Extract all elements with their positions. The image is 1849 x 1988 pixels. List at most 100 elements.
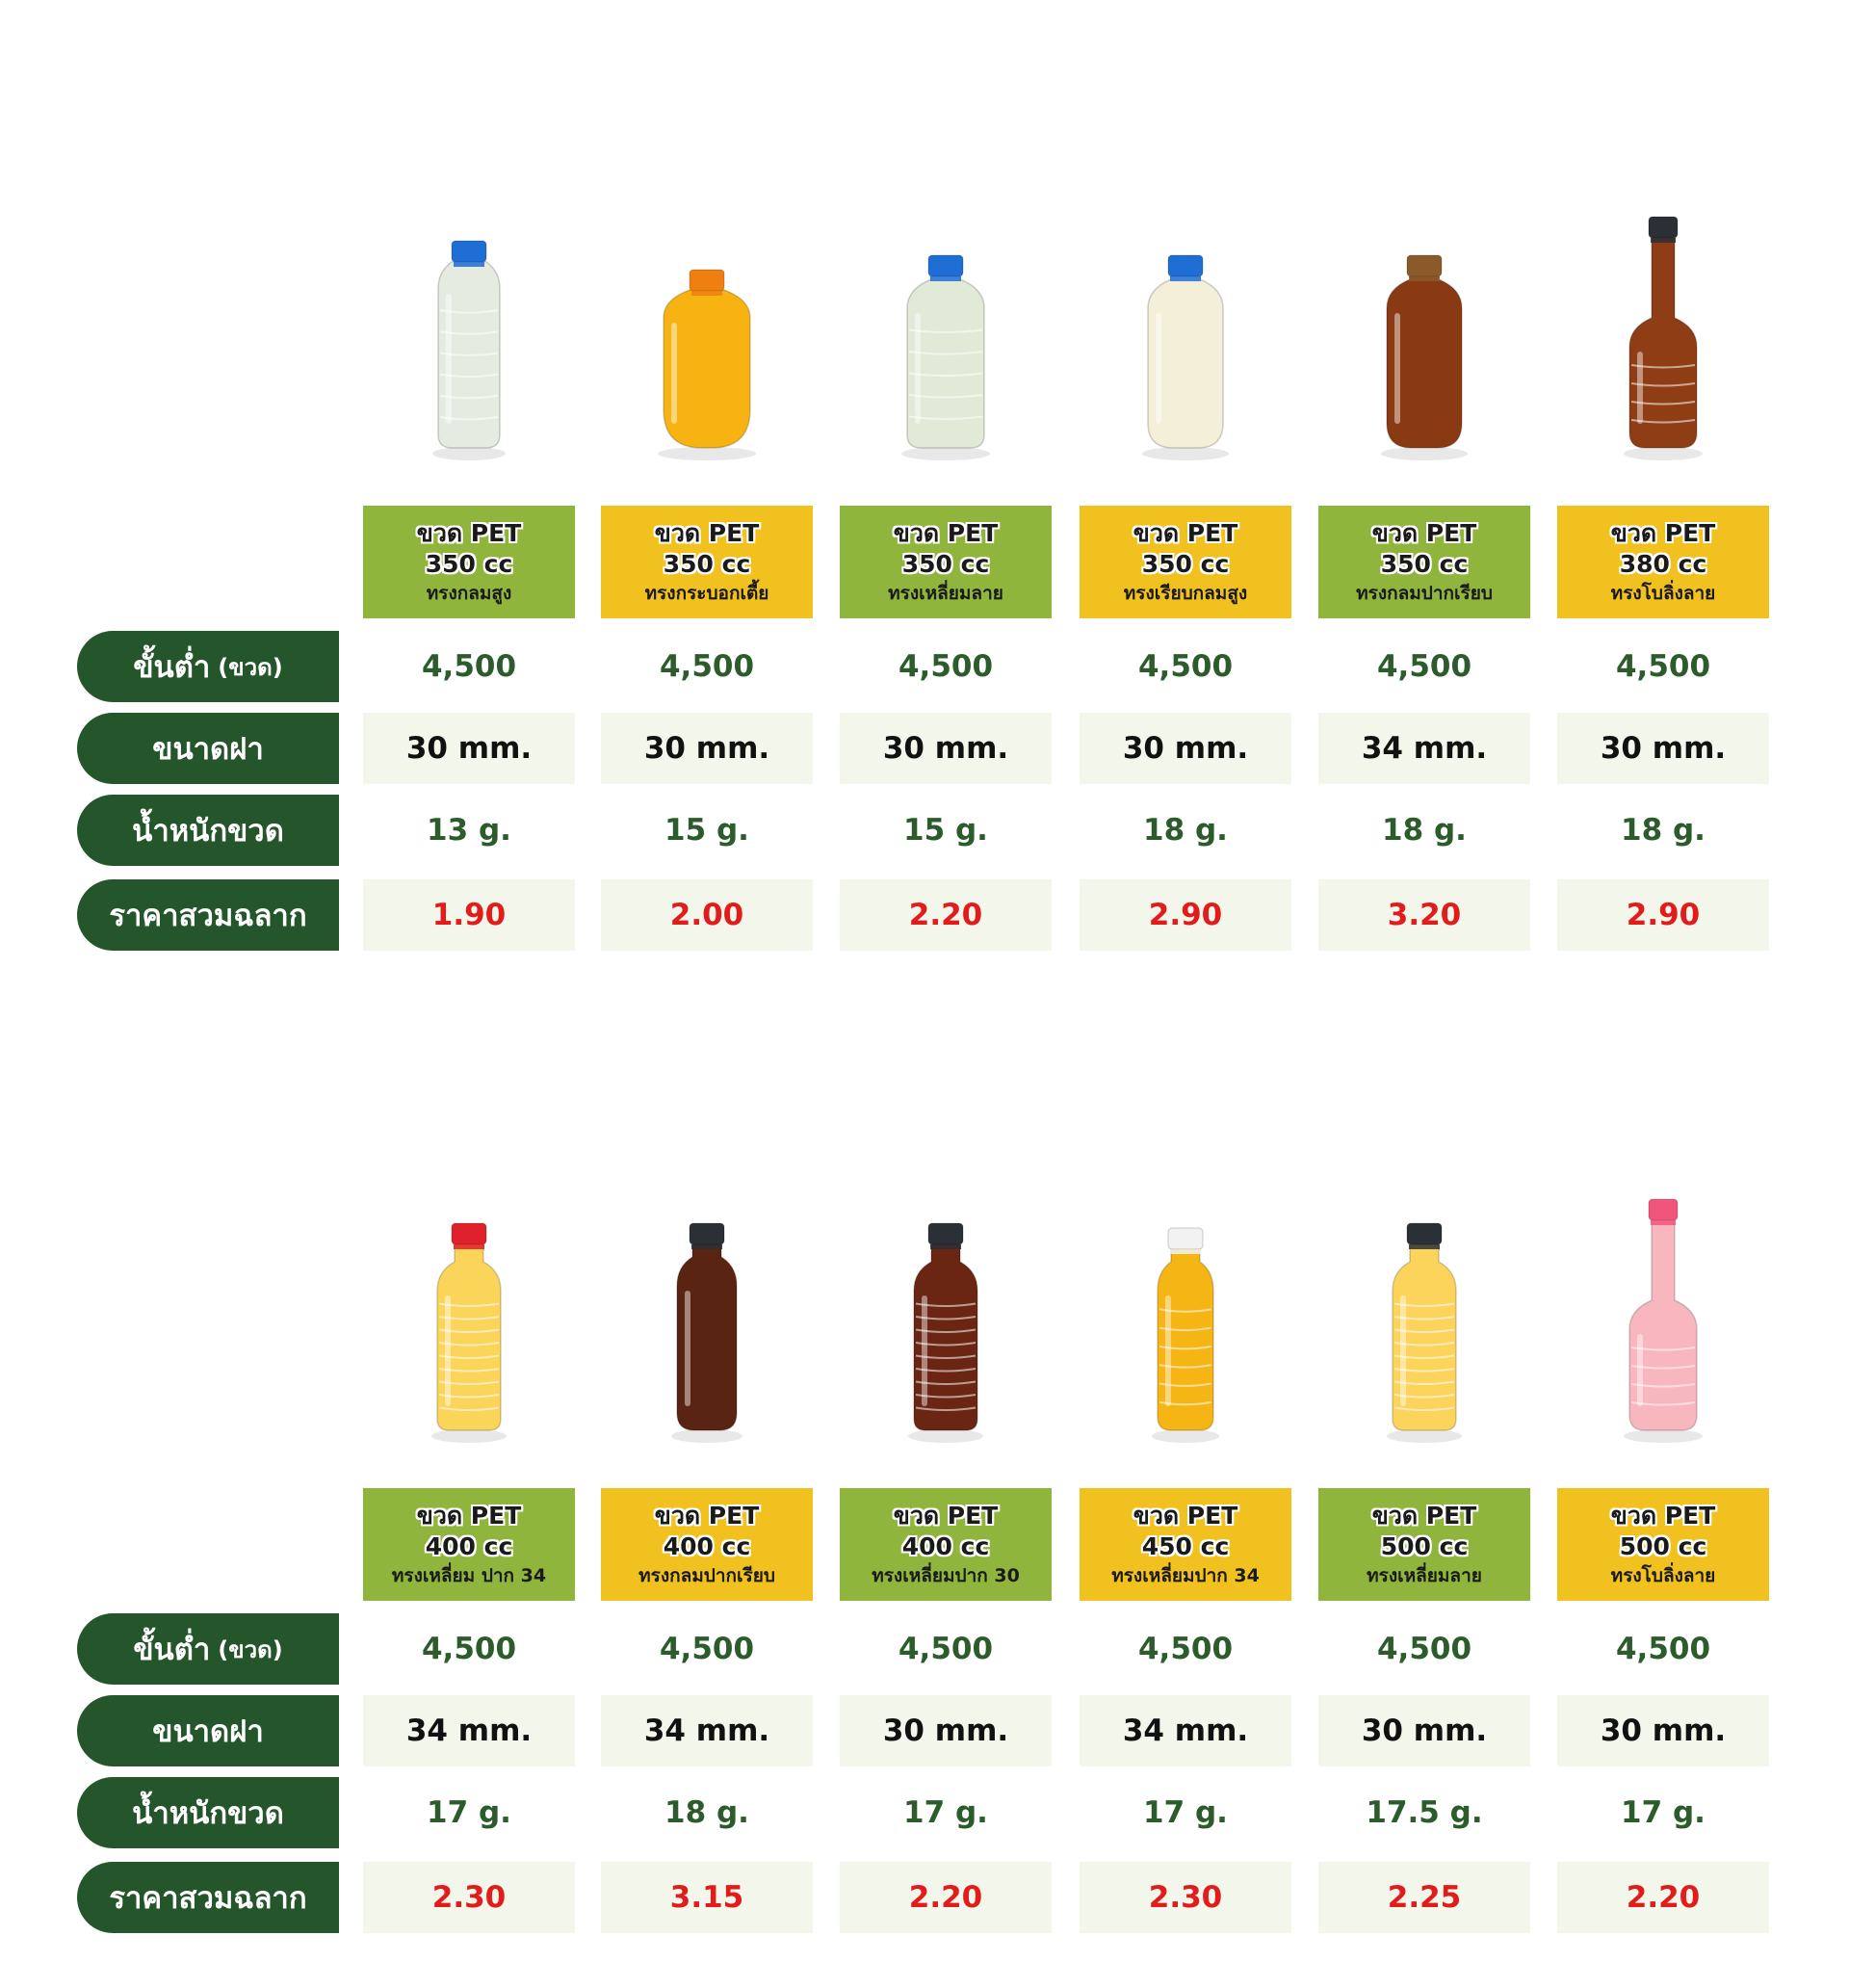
product-shape: ทรงเรียบกลมสูง <box>1123 582 1248 604</box>
bottle-weight-value: 17 g. <box>1143 1795 1228 1830</box>
price-label-text: ราคาสวมฉลาก <box>109 899 307 933</box>
product-shape: ทรงโบลิ่งลาย <box>1610 1564 1716 1586</box>
product-shape: ทรงเหลี่ยมลาย <box>1367 1564 1482 1586</box>
cap-size-value: 34 mm. <box>1318 713 1530 784</box>
price-value: 2.30 <box>1080 1862 1291 1933</box>
bottle-weight-value: 18 g. <box>664 1795 749 1830</box>
product-volume: 400 cc <box>425 1531 513 1560</box>
bottle-weight-value: 17 g. <box>1621 1795 1706 1830</box>
price-label: ราคาสวมฉลาก <box>77 1862 339 1933</box>
bottle-images <box>0 216 1849 549</box>
bottle-weight-value: 18 g. <box>1621 813 1706 848</box>
price-label-text: ราคาสวมฉลาก <box>109 1881 307 1916</box>
product-shape: ทรงเหลี่ยมลาย <box>888 582 1003 604</box>
min-order-label: ขั้นต่ำ (ขวด) <box>77 631 339 702</box>
bottle-illustration <box>432 240 506 460</box>
cap-size-value: 30 mm. <box>1557 713 1769 784</box>
bottle-illustration <box>1152 1227 1219 1443</box>
min-order-unit-text: (ขวด) <box>218 653 283 681</box>
cap-size-value: 30 mm. <box>363 713 575 784</box>
product-header: ขวด PET 350 cc ทรงกลมปากเรียบ <box>1318 506 1530 618</box>
product-volume: 350 cc <box>1380 549 1469 578</box>
bottle-weight-label: น้ำหนักขวด <box>77 795 339 866</box>
price-value: 2.00 <box>601 879 813 951</box>
product-shape: ทรงเหลี่ยม ปาก 34 <box>391 1564 547 1586</box>
product-header: ขวด PET 400 cc ทรงกลมปากเรียบ <box>601 1488 813 1601</box>
product-shape: ทรงเหลี่ยมปาก 30 <box>872 1564 1020 1586</box>
min-order-label: ขั้นต่ำ (ขวด) <box>77 1613 339 1685</box>
bottle-weight-label-text: น้ำหนักขวด <box>132 1796 284 1831</box>
min-order-value: 4,500 <box>1615 1632 1711 1666</box>
bottle-weight-value: 17 g. <box>427 1795 511 1830</box>
product-header: ขวด PET 400 cc ทรงเหลี่ยมปาก 30 <box>840 1488 1052 1601</box>
product-shape: ทรงกลมปากเรียบ <box>1356 582 1493 604</box>
product-volume: 450 cc <box>1141 1531 1230 1560</box>
bottle-illustration <box>1387 1222 1462 1443</box>
min-order-value: 4,500 <box>1137 649 1234 684</box>
product-type: ขวด PET <box>893 518 999 547</box>
bottle-image <box>1318 1185 1530 1512</box>
price-value: 2.20 <box>1557 1862 1769 1933</box>
bottle-illustration <box>671 1222 742 1443</box>
min-order-unit-text: (ขวด) <box>218 1635 283 1663</box>
product-header: ขวด PET 380 cc ทรงโบลิ่งลาย <box>1557 506 1769 618</box>
product-type: ขวด PET <box>1610 518 1716 547</box>
min-order-value: 4,500 <box>659 1632 755 1666</box>
bottle-weight-value: 15 g. <box>903 813 988 848</box>
product-section-2: ขั้นต่ำ (ขวด) ขนาดฝา น้ำหนักขวด ราคาสวมฉลาก ข… <box>0 1198 1849 1936</box>
product-volume: 500 cc <box>1619 1531 1707 1560</box>
bottle-image <box>601 1185 813 1512</box>
price-value: 3.20 <box>1318 879 1530 951</box>
min-order-value: 4,500 <box>421 649 517 684</box>
cap-size-label: ขนาดฝา <box>77 1695 339 1766</box>
cap-size-value: 30 mm. <box>1080 713 1291 784</box>
bottle-illustration <box>901 254 990 460</box>
product-header: ขวด PET 450 cc ทรงเหลี่ยมปาก 34 <box>1080 1488 1291 1601</box>
product-shape: ทรงโบลิ่งลาย <box>1610 582 1716 604</box>
price-value: 2.30 <box>363 1862 575 1933</box>
product-header: ขวด PET 350 cc ทรงกระบอกเตี้ย <box>601 506 813 618</box>
product-volume: 400 cc <box>901 1531 990 1560</box>
price-value: 2.25 <box>1318 1862 1530 1933</box>
bottle-weight-label: น้ำหนักขวด <box>77 1777 339 1848</box>
price-value: 2.20 <box>840 879 1052 951</box>
product-header: ขวด PET 350 cc ทรงกลมสูง <box>363 506 575 618</box>
price-value: 3.15 <box>601 1862 813 1933</box>
cap-size-label: ขนาดฝา <box>77 713 339 784</box>
bottle-illustration <box>1142 254 1229 460</box>
bottle-illustration <box>1381 254 1468 460</box>
bottle-illustration <box>658 269 756 460</box>
bottle-image <box>601 202 813 530</box>
price-value: 1.90 <box>363 879 575 951</box>
product-volume: 350 cc <box>1141 549 1230 578</box>
product-shape: ทรงกลมปากเรียบ <box>638 1564 775 1586</box>
bottle-weight-label-text: น้ำหนักขวด <box>132 814 284 849</box>
bottle-illustration <box>1624 216 1703 460</box>
bottle-weight-value: 18 g. <box>1382 813 1467 848</box>
bottle-image <box>363 1185 575 1512</box>
product-header: ขวด PET 500 cc ทรงเหลี่ยมลาย <box>1318 1488 1530 1601</box>
product-volume: 500 cc <box>1380 1531 1469 1560</box>
bottle-image <box>1080 1185 1291 1512</box>
product-shape: ทรงเหลี่ยมปาก 34 <box>1111 1564 1260 1586</box>
product-shape: ทรงกลมสูง <box>426 582 512 604</box>
product-type: ขวด PET <box>416 518 522 547</box>
bottle-weight-value: 18 g. <box>1143 813 1228 848</box>
cap-size-value: 34 mm. <box>363 1695 575 1766</box>
product-volume: 400 cc <box>663 1531 751 1560</box>
min-order-value: 4,500 <box>1376 1632 1472 1666</box>
cap-size-value: 30 mm. <box>840 713 1052 784</box>
bottle-image <box>840 1185 1052 1512</box>
product-header: ขวด PET 500 cc ทรงโบลิ่งลาย <box>1557 1488 1769 1601</box>
cap-size-value: 34 mm. <box>1080 1695 1291 1766</box>
min-order-value: 4,500 <box>1376 649 1472 684</box>
cap-size-label-text: ขนาดฝา <box>152 1714 264 1749</box>
bottle-image <box>1557 1185 1769 1512</box>
bottle-weight-value: 17 g. <box>903 1795 988 1830</box>
cap-size-value: 30 mm. <box>840 1695 1052 1766</box>
product-type: ขวด PET <box>654 518 760 547</box>
min-order-value: 4,500 <box>898 1632 994 1666</box>
product-volume: 380 cc <box>1619 549 1707 578</box>
product-volume: 350 cc <box>901 549 990 578</box>
min-order-value: 4,500 <box>421 1632 517 1666</box>
